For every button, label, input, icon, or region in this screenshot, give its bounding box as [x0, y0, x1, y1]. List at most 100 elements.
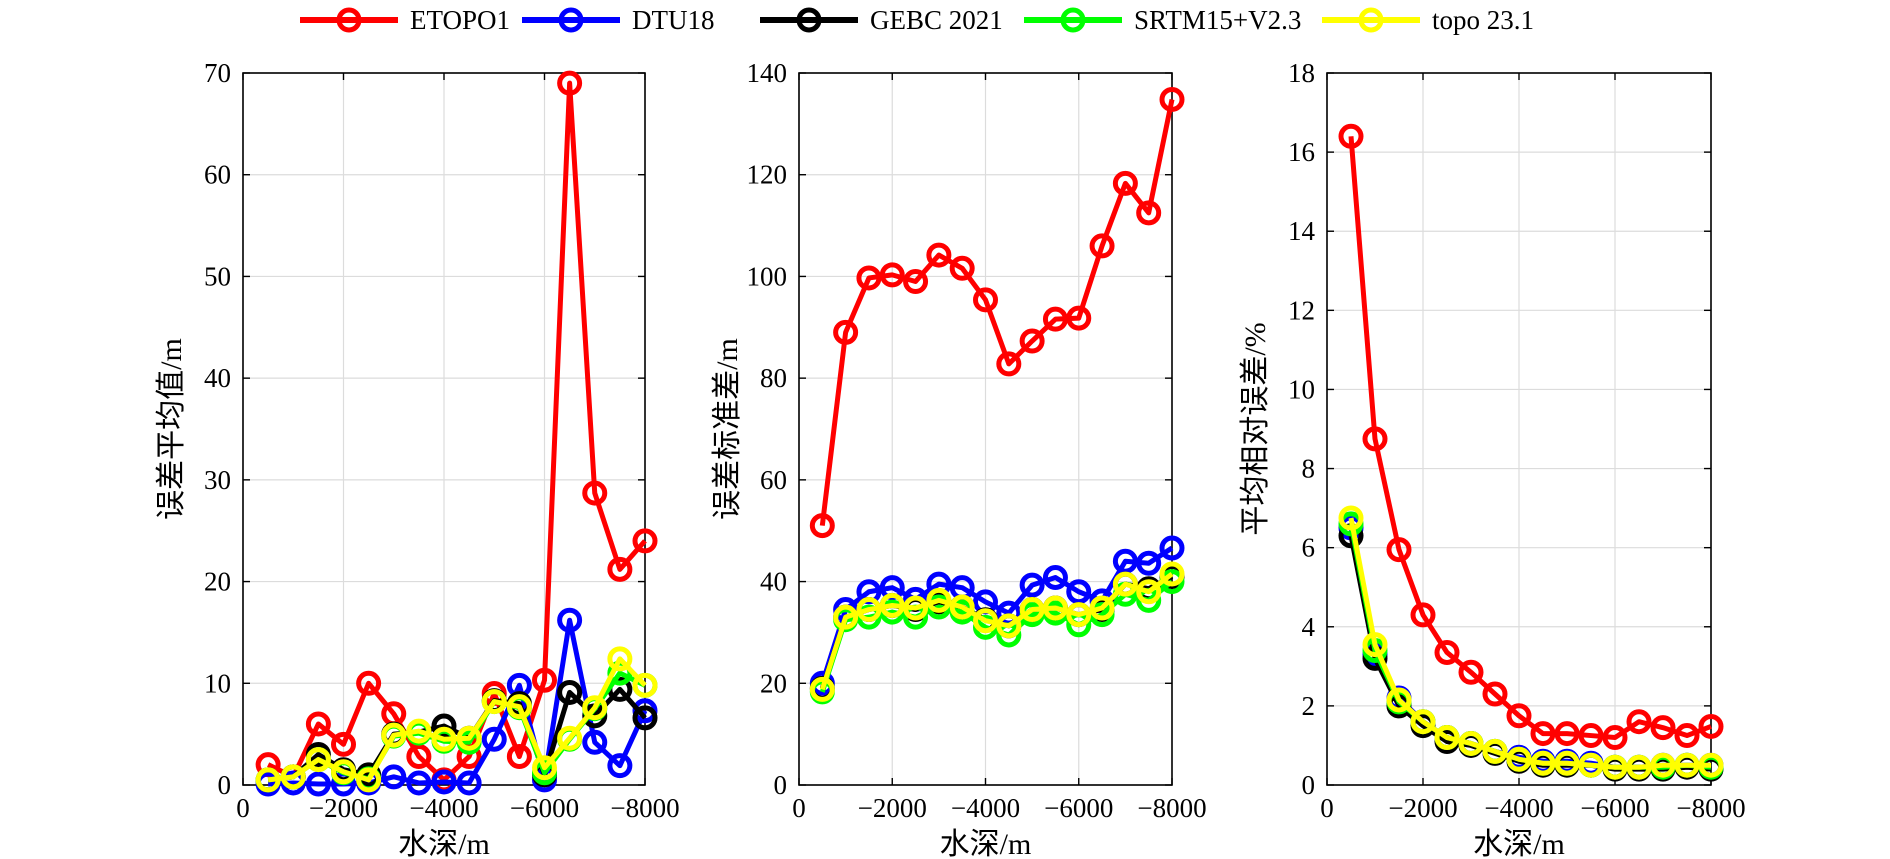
data-point-1-4-9: [1019, 597, 1045, 623]
y-tick-label-2-3: 6: [1302, 533, 1316, 563]
y-tick-label-1-7: 140: [747, 58, 788, 88]
y-tick-label-2-5: 10: [1288, 374, 1315, 404]
data-point-0-1-2: [305, 771, 331, 797]
data-point-0-0-12: [557, 70, 583, 96]
data-point-0-4-1: [280, 764, 306, 790]
data-point-0-2-7: [431, 713, 457, 739]
data-point-2-4-2: [1386, 687, 1412, 713]
data-point-2-0-2: [1386, 537, 1412, 563]
data-point-2-0-11: [1602, 725, 1628, 751]
data-point-2-4-14: [1674, 752, 1700, 778]
data-point-0-4-12: [557, 725, 583, 751]
data-point-0-1-9: [481, 726, 507, 752]
x-axis-title-0: 水深/m: [398, 828, 490, 859]
data-point-1-4-11: [1066, 602, 1092, 628]
data-point-0-4-8: [456, 725, 482, 751]
y-tick-label-0-3: 30: [204, 465, 231, 495]
series-line-1-0: [819, 98, 1175, 526]
data-point-2-0-9: [1554, 721, 1580, 747]
data-point-0-4-14: [607, 646, 633, 672]
x-tick-label-2-0: 0: [1320, 793, 1334, 823]
data-point-2-0-12: [1626, 709, 1652, 735]
x-tick-label-0-0: 0: [236, 793, 250, 823]
series-line-0-1: [268, 617, 648, 787]
series-0-0: [255, 70, 658, 793]
legend-entry-1: DTU18: [522, 5, 715, 35]
x-tick-label-0-2: −4000: [409, 793, 478, 823]
data-point-2-0-0: [1338, 123, 1364, 149]
legend-marker-4: [1358, 7, 1384, 33]
y-axis-title-2: 平均相对误差/%: [1239, 322, 1272, 535]
data-point-1-4-7: [973, 608, 998, 634]
data-point-0-0-3: [331, 731, 356, 757]
panel-mean-error: 0 −2000 −4000 −6000 −8000 0 10 20 30 40 50 60 70 水深/m…: [155, 58, 680, 859]
y-tick-label-2-0: 0: [1302, 770, 1316, 800]
data-point-2-0-3: [1410, 602, 1436, 628]
series-2-4: [1338, 505, 1724, 780]
data-point-0-1-8: [456, 770, 482, 796]
legend-label-3: SRTM15+V2.3: [1134, 5, 1301, 35]
data-point-2-4-9: [1554, 750, 1580, 776]
data-point-2-0-8: [1530, 721, 1556, 747]
data-point-0-1-6: [406, 770, 432, 796]
data-point-2-0-1: [1362, 426, 1388, 452]
data-point-2-0-6: [1482, 681, 1508, 707]
x-tick-label-2-2: −4000: [1484, 793, 1553, 823]
series-line-0-4: [267, 656, 647, 783]
x-tick-label-0-3: −6000: [510, 793, 579, 823]
legend-label-1: DTU18: [632, 5, 715, 35]
data-point-0-0-6: [406, 744, 432, 770]
y-tick-label-1-2: 40: [760, 567, 787, 597]
data-point-1-1-15: [1159, 535, 1185, 561]
x-tick-label-1-3: −6000: [1044, 793, 1113, 823]
y-tick-label-2-8: 16: [1288, 137, 1315, 167]
series-1-4: [809, 561, 1185, 702]
data-point-1-4-12: [1089, 595, 1115, 621]
data-point-1-4-0: [809, 676, 835, 702]
x-axis-title-2: 水深/m: [1473, 828, 1565, 859]
data-point-1-4-10: [1042, 595, 1068, 621]
data-point-0-4-0: [255, 767, 281, 793]
legend-label-0: ETOPO1: [410, 5, 510, 35]
data-point-1-0-1: [833, 319, 859, 345]
data-point-0-4-4: [356, 767, 382, 793]
data-point-0-4-2: [305, 747, 331, 773]
data-point-0-2-12: [557, 679, 583, 705]
data-point-1-1-14: [1136, 550, 1162, 576]
panel-std-error: 0 −2000 −4000 −6000 −8000 0 20 40 60 80 100 120 140 水…: [711, 58, 1207, 859]
x-tick-label-2-1: −2000: [1388, 793, 1457, 823]
y-tick-label-0-2: 20: [204, 567, 231, 597]
legend-entry-4: topo 23.1: [1322, 5, 1534, 35]
data-point-2-0-15: [1698, 713, 1724, 739]
y-tick-label-0-5: 50: [204, 261, 231, 291]
data-point-0-0-13: [582, 480, 608, 506]
y-tick-label-0-6: 60: [204, 160, 231, 190]
data-point-2-0-4: [1434, 639, 1460, 665]
data-point-0-4-11: [532, 755, 557, 781]
data-point-0-1-13: [582, 729, 608, 755]
data-point-1-4-6: [949, 594, 975, 620]
data-point-2-4-7: [1506, 746, 1532, 772]
data-point-0-0-11: [532, 667, 557, 693]
y-tick-label-1-3: 60: [760, 465, 787, 495]
data-point-2-4-1: [1362, 632, 1388, 658]
data-point-1-1-9: [1019, 572, 1045, 598]
data-point-2-4-4: [1434, 725, 1460, 751]
data-point-2-0-5: [1458, 659, 1484, 685]
y-axis-title-0: 误差平均值/m: [155, 338, 188, 520]
data-point-1-4-4: [903, 595, 929, 621]
x-axis-title-1: 水深/m: [940, 828, 1032, 859]
legend-entry-2: GEBC 2021: [760, 5, 1003, 35]
y-tick-label-2-9: 18: [1288, 58, 1315, 88]
data-point-0-1-12: [557, 607, 583, 633]
legend-entry-0: ETOPO1: [300, 5, 510, 35]
grid-0: [242, 72, 646, 786]
x-tick-label-0-4: −8000: [610, 793, 679, 823]
data-point-0-0-14: [607, 556, 633, 582]
data-point-1-0-7: [973, 287, 998, 313]
data-point-0-4-15: [632, 672, 658, 698]
y-tick-label-0-1: 10: [204, 668, 231, 698]
data-point-0-4-5: [381, 722, 407, 748]
data-point-1-4-13: [1112, 571, 1138, 597]
